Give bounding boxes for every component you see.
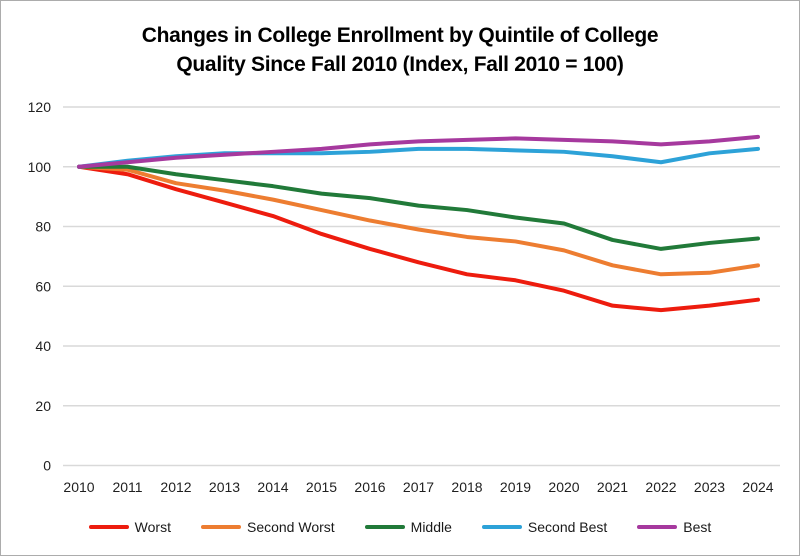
x-axis-label-2011: 2011 — [112, 479, 142, 495]
y-axis-label-40: 40 — [35, 338, 51, 354]
chart-title: Changes in College Enrollment by Quintil… — [1, 21, 799, 79]
legend-item-second-best: Second Best — [481, 519, 608, 535]
legend-swatch-middle-icon — [364, 524, 405, 530]
x-axis-label-2014: 2014 — [257, 479, 288, 495]
legend: Worst Second Worst Middle Second Best Be… — [1, 515, 799, 539]
legend-label-worst: Worst — [134, 519, 171, 535]
y-axis-label-120: 120 — [28, 99, 52, 115]
legend-swatch-second-worst-icon — [200, 524, 241, 530]
series-line-middle — [77, 164, 760, 251]
chart-title-line-2: Quality Since Fall 2010 (Index, Fall 201… — [176, 53, 624, 76]
x-axis-label-2023: 2023 — [694, 479, 725, 495]
x-axis-label-2019: 2019 — [500, 479, 531, 495]
legend-swatch-worst-icon — [88, 524, 129, 530]
legend-item-second-worst: Second Worst — [200, 519, 335, 535]
y-axis-label-80: 80 — [35, 219, 51, 235]
legend-label-best: Best — [683, 519, 712, 535]
x-axis-label-2022: 2022 — [645, 479, 676, 495]
x-axis-label-2021: 2021 — [597, 479, 628, 495]
x-axis-label-2015: 2015 — [306, 479, 337, 495]
x-axis-label-2010: 2010 — [63, 479, 94, 495]
series-line-second-worst — [77, 164, 760, 277]
y-axis-label-0: 0 — [43, 458, 51, 474]
legend-label-second-best: Second Best — [527, 519, 608, 535]
series-line-best — [77, 134, 760, 169]
x-axis-label-2017: 2017 — [403, 479, 434, 495]
x-axis-label-2018: 2018 — [451, 479, 482, 495]
chart-title-line-1: Changes in College Enrollment by Quintil… — [141, 24, 659, 47]
y-axis-label-20: 20 — [35, 398, 51, 414]
x-axis-label-2013: 2013 — [209, 479, 240, 495]
x-axis-label-2016: 2016 — [354, 479, 385, 495]
legend-label-second-worst: Second Worst — [246, 519, 335, 535]
legend-swatch-best-icon — [637, 524, 678, 530]
x-axis-label-2012: 2012 — [160, 479, 191, 495]
legend-item-worst: Worst — [88, 519, 171, 535]
legend-swatch-second-best-icon — [481, 524, 522, 530]
y-axis-label-100: 100 — [28, 159, 52, 175]
x-axis-label-2020: 2020 — [548, 479, 579, 495]
legend-item-middle: Middle — [364, 519, 452, 535]
legend-item-best: Best — [637, 519, 711, 535]
x-axis-label-2024: 2024 — [742, 479, 773, 495]
series-line-worst — [77, 164, 760, 313]
legend-label-middle: Middle — [410, 519, 452, 535]
y-axis-label-60: 60 — [35, 278, 51, 294]
